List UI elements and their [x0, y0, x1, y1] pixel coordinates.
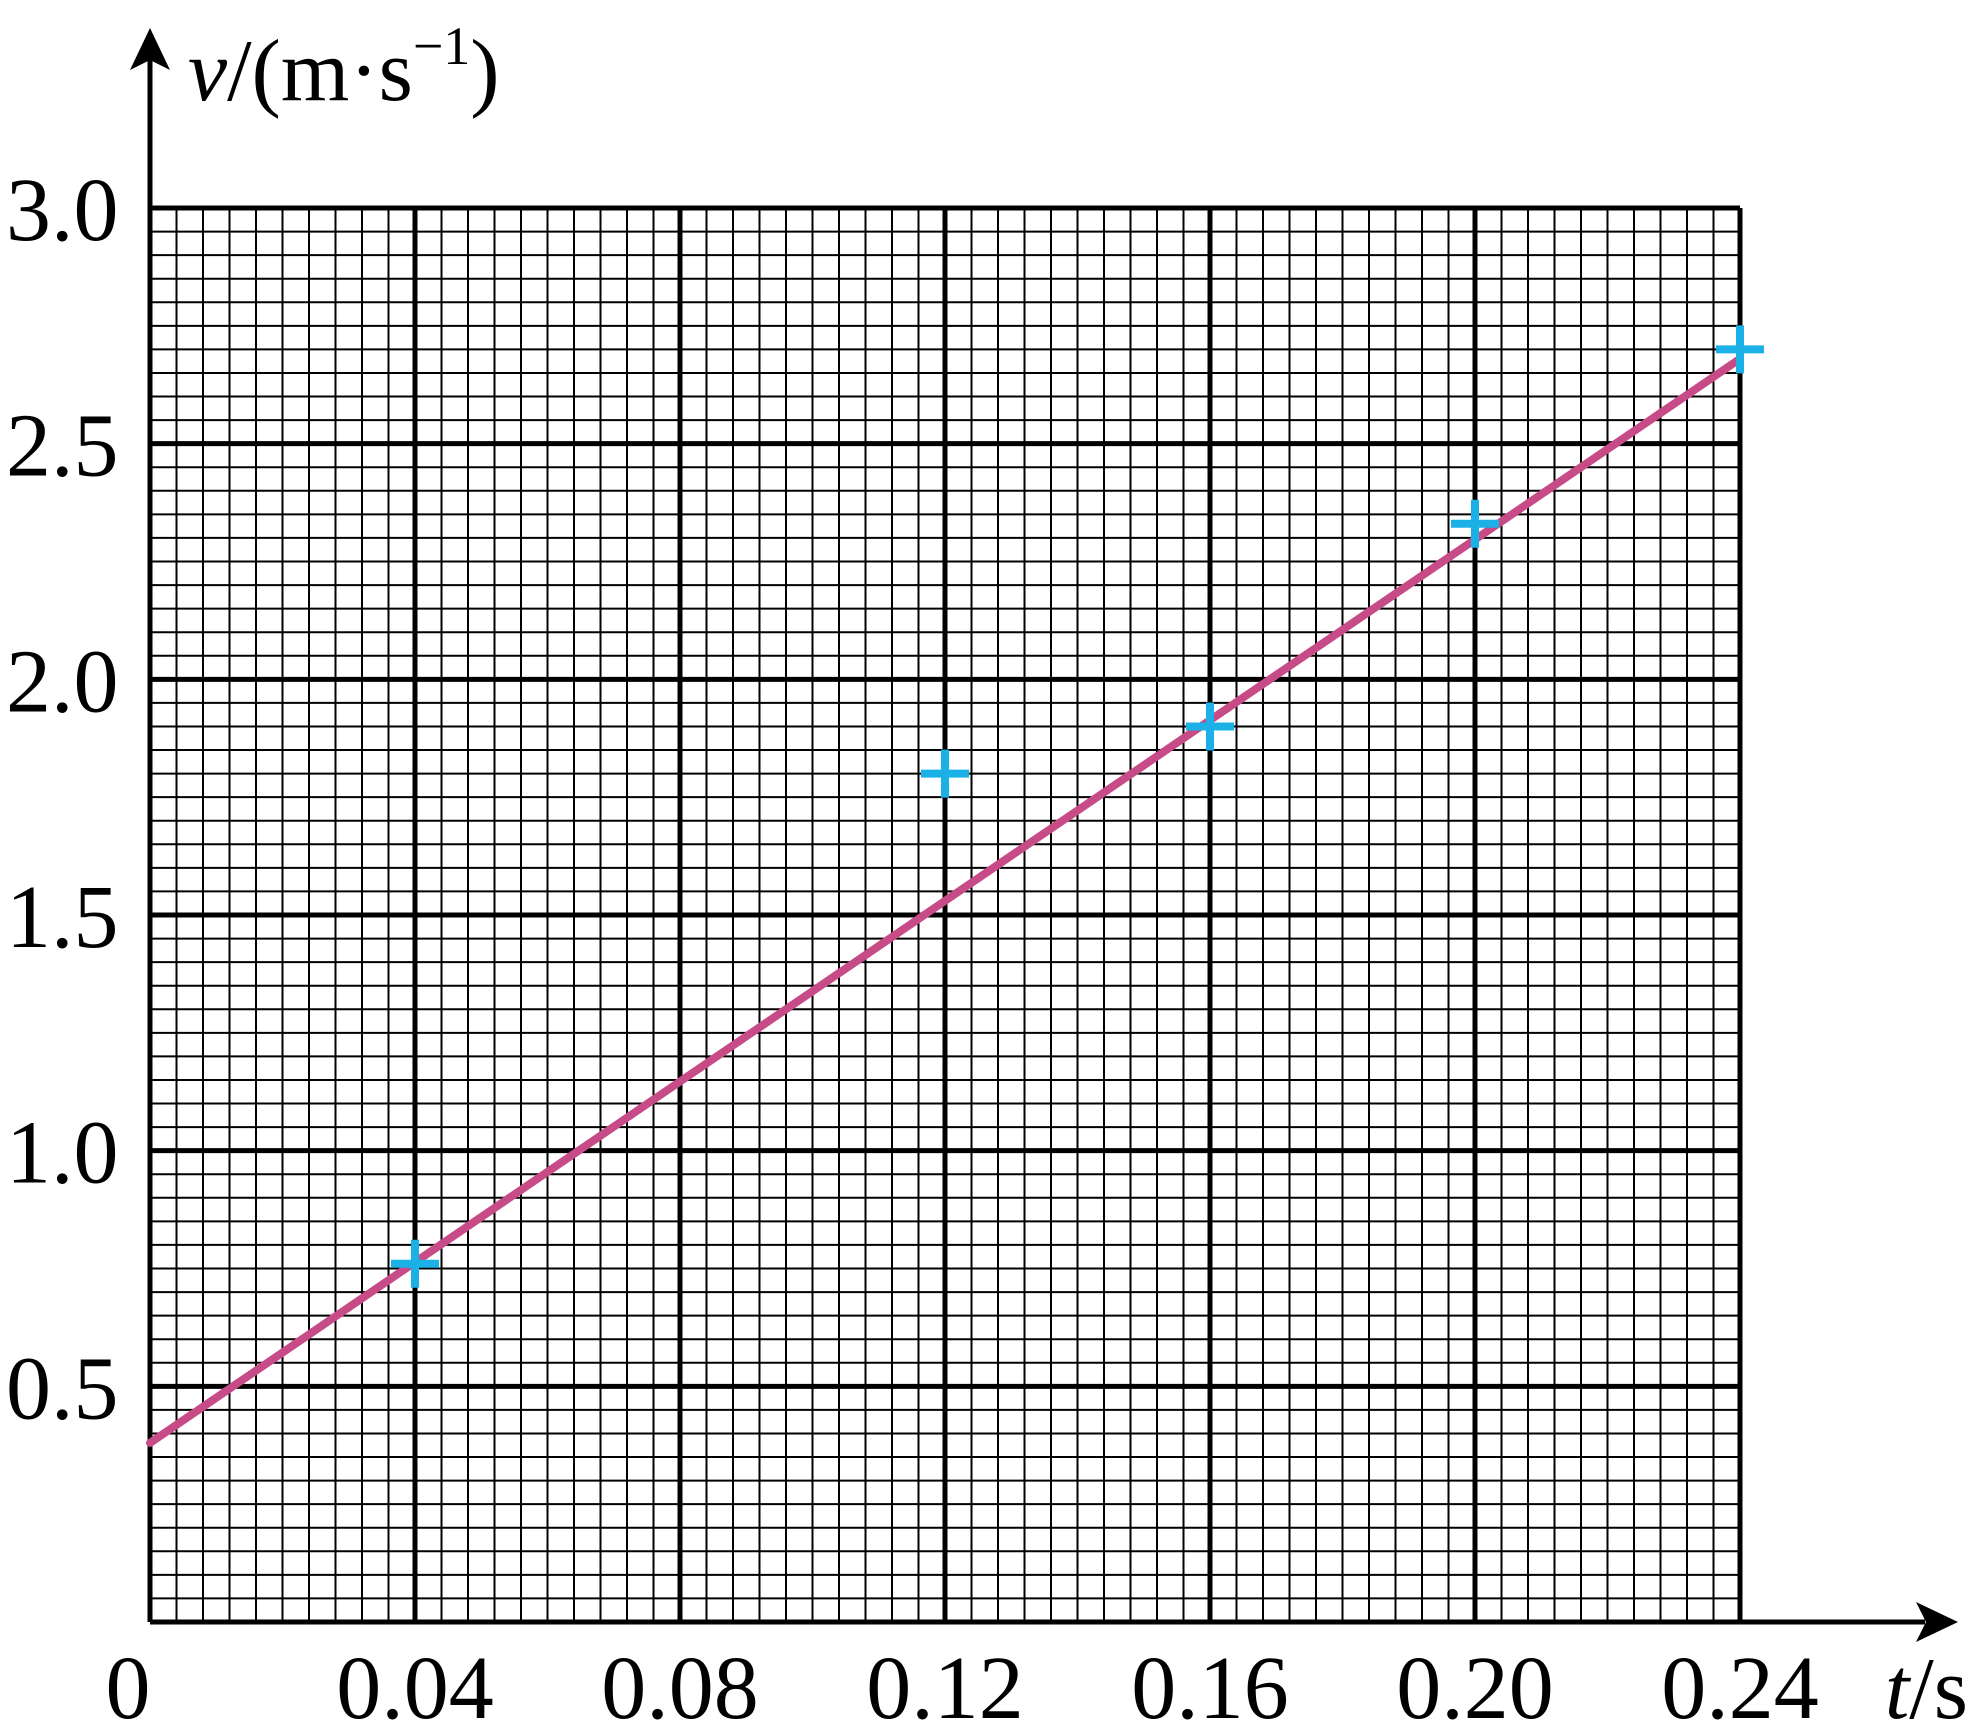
x-tick-label: 0.24 — [1661, 1639, 1819, 1733]
x-axis-var: t — [1885, 1641, 1912, 1733]
y-tick-labels: 0.5 1.0 1.5 2.0 2.5 3.0 — [6, 161, 119, 1438]
y-tick-label: 0.5 — [6, 1339, 119, 1438]
x-tick-label: 0.16 — [1131, 1639, 1289, 1733]
x-axis-arrow — [1916, 1602, 1958, 1642]
x-tick-label: 0.12 — [866, 1639, 1024, 1733]
major-grid — [150, 205, 1743, 1622]
y-tick-label: 1.5 — [6, 868, 119, 967]
y-axis-unit-close: ) — [470, 23, 499, 120]
y-tick-label: 2.0 — [6, 632, 119, 731]
x-tick-label: 0.08 — [601, 1639, 759, 1733]
data-point — [921, 749, 969, 798]
y-tick-label: 2.5 — [6, 397, 119, 496]
axes — [130, 28, 1958, 1642]
data-point — [1716, 325, 1764, 374]
y-tick-label: 3.0 — [6, 161, 119, 260]
y-tick-label: 1.0 — [6, 1104, 119, 1203]
y-axis-unit-open: /(m·s — [227, 23, 413, 120]
x-tick-label: 0.20 — [1396, 1639, 1554, 1733]
y-axis-var: v — [188, 23, 228, 120]
y-axis-unit-sup: −1 — [413, 16, 470, 76]
x-tick-label: 0.04 — [336, 1639, 494, 1733]
data-point — [1451, 499, 1499, 548]
origin-label: 0 — [106, 1639, 151, 1733]
y-axis-label: v/(m·s−1) — [188, 16, 500, 120]
data-point — [1186, 702, 1234, 751]
y-axis-arrow — [130, 28, 170, 70]
data-point — [391, 1239, 439, 1288]
x-axis-label: t/s — [1885, 1641, 1968, 1733]
data-points — [391, 325, 1764, 1288]
x-tick-labels: 0.04 0.08 0.12 0.16 0.20 0.24 — [336, 1639, 1819, 1733]
x-axis-unit: /s — [1909, 1641, 1968, 1733]
